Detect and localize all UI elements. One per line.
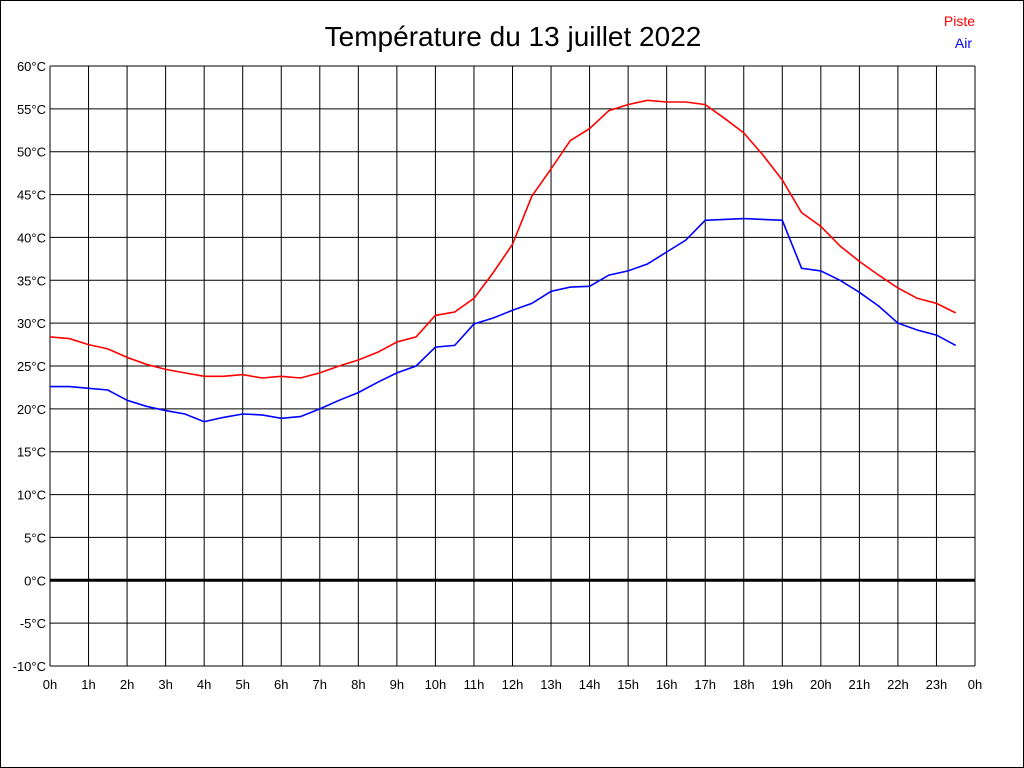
- y-tick-label: 25°C: [17, 359, 46, 374]
- x-tick-label: 0h: [968, 677, 982, 692]
- x-tick-label: 2h: [120, 677, 134, 692]
- y-tick-label: 50°C: [17, 145, 46, 160]
- x-tick-label: 3h: [158, 677, 172, 692]
- legend-piste: Piste: [944, 13, 975, 29]
- x-tick-label: 12h: [502, 677, 524, 692]
- y-tick-label: 15°C: [17, 445, 46, 460]
- series-line-piste: [49, 99, 957, 379]
- x-tick-label: 15h: [617, 677, 639, 692]
- x-tick-label: 10h: [425, 677, 447, 692]
- y-tick-label: 5°C: [24, 530, 46, 545]
- y-tick-label: 40°C: [17, 230, 46, 245]
- y-tick-label: 45°C: [17, 188, 46, 203]
- x-tick-label: 16h: [656, 677, 678, 692]
- x-tick-label: 5h: [235, 677, 249, 692]
- y-tick-label: 55°C: [17, 102, 46, 117]
- x-tick-label: 7h: [313, 677, 327, 692]
- y-tick-label: 10°C: [17, 488, 46, 503]
- x-tick-label: 8h: [351, 677, 365, 692]
- x-tick-label: 4h: [197, 677, 211, 692]
- y-tick-label: 20°C: [17, 402, 46, 417]
- x-tick-label: 19h: [771, 677, 793, 692]
- y-tick-label: -10°C: [13, 659, 46, 674]
- x-tick-label: 18h: [733, 677, 755, 692]
- y-tick-label: 0°C: [24, 573, 46, 588]
- x-tick-label: 0h: [43, 677, 57, 692]
- x-tick-label: 22h: [887, 677, 909, 692]
- x-tick-label: 13h: [540, 677, 562, 692]
- x-tick-label: 14h: [579, 677, 601, 692]
- x-tick-label: 9h: [390, 677, 404, 692]
- legend-air: Air: [955, 35, 972, 51]
- y-tick-label: 30°C: [17, 316, 46, 331]
- x-tick-label: 21h: [849, 677, 871, 692]
- x-tick-label: 20h: [810, 677, 832, 692]
- x-tick-label: 1h: [81, 677, 95, 692]
- y-tick-label: 35°C: [17, 273, 46, 288]
- x-tick-label: 17h: [694, 677, 716, 692]
- chart-title: Température du 13 juillet 2022: [325, 21, 702, 52]
- y-tick-label: -5°C: [20, 616, 46, 631]
- y-tick-label: 60°C: [17, 59, 46, 74]
- series-line-air: [50, 217, 957, 423]
- x-tick-label: 23h: [926, 677, 948, 692]
- x-tick-label: 6h: [274, 677, 288, 692]
- x-tick-label: 11h: [464, 677, 485, 692]
